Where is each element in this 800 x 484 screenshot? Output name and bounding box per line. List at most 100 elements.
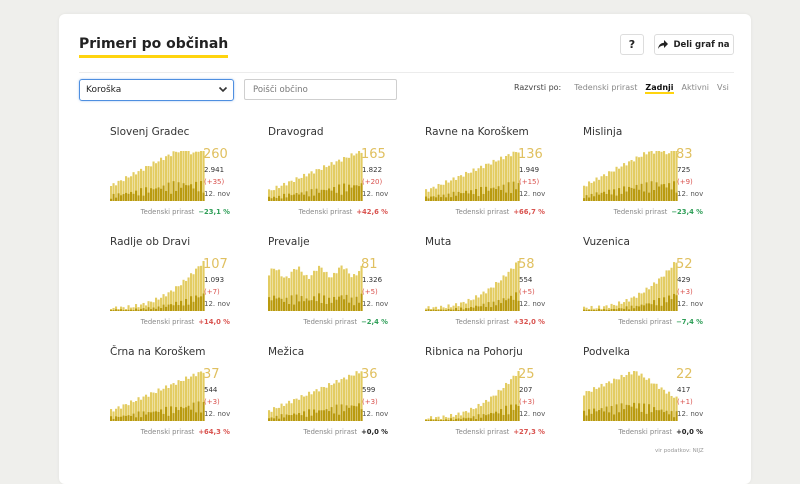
sparkline-new-cases-bar [155, 188, 158, 201]
municipality-tile[interactable]: Črna na Koroškem 37 544 (+3) 12. nov Tedenski… [110, 346, 260, 454]
municipality-tile[interactable]: Vuzenica 52 429 (+3) 12. nov Tedenski prirast… [583, 236, 733, 344]
municipality-tile[interactable]: Slovenj Gradec 260 2.941 (+35) 12. nov Tedens… [110, 126, 260, 234]
sparkline-new-cases-bar [343, 183, 346, 201]
sparkline-new-cases-bar [605, 406, 608, 421]
sparkline-new-cases-bar [333, 413, 336, 421]
sparkline-bar [490, 164, 493, 201]
sparkline-bar [350, 375, 353, 421]
sparkline-new-cases-bar [658, 410, 661, 421]
sparkline-new-cases-bar [490, 412, 493, 421]
sparkline-bar [507, 271, 510, 311]
sparkline-bar [625, 299, 628, 311]
sparkline-bar [192, 373, 195, 421]
sparkline-new-cases-bar [675, 295, 678, 311]
municipality-tile[interactable]: Ravne na Koroškem 136 1.949 (+15) 12. nov Ted… [425, 126, 575, 234]
sort-option-zadnji[interactable]: Zadnji [645, 83, 674, 94]
sparkline-new-cases-bar [150, 309, 153, 311]
municipality-tile[interactable]: Mežica 36 599 (+3) 12. nov Tedenski prirast +0… [268, 346, 418, 454]
sparkline-new-cases-bar [460, 419, 463, 421]
sparkline-bar [655, 283, 658, 311]
sparkline-bar [628, 301, 631, 311]
sparkline-new-cases-bar [665, 410, 668, 421]
sparkline-bar [110, 186, 113, 201]
sparkline-bar [202, 261, 205, 311]
sparkline-new-cases-bar [467, 308, 470, 311]
share-button[interactable]: Deli graf na [654, 34, 734, 55]
search-input[interactable] [244, 79, 397, 100]
region-select[interactable]: Koroška [79, 79, 234, 101]
sparkline-bar [157, 388, 160, 421]
sparkline-bar [305, 395, 308, 421]
municipality-tile[interactable]: Mislinja 83 725 (+9) 12. nov Tedenski prirast… [583, 126, 733, 234]
sparkline-bar [500, 390, 503, 421]
sparkline-new-cases-bar [185, 298, 188, 311]
sparkline-new-cases-bar [195, 181, 198, 201]
municipality-tile[interactable]: Dravograd 165 1.822 (+20) 12. nov Tedenski pr… [268, 126, 418, 234]
weekly-growth-label: Tedenski prirast [455, 208, 510, 216]
municipality-tile[interactable]: Ribnica na Pohorju 25 207 (+3) 12. nov Tedens… [425, 346, 575, 454]
sparkline-bar [673, 262, 676, 311]
sparkline-new-cases-bar [288, 304, 291, 311]
sparkline-bar [115, 185, 118, 201]
sparkline-new-cases-bar [510, 193, 513, 201]
sparkline-bar [165, 296, 168, 311]
sparkline-bar [643, 377, 646, 421]
sparkline-new-cases-bar [490, 307, 493, 311]
sparkline-bar [127, 177, 130, 201]
sparkline-new-cases-bar [172, 181, 175, 201]
sparkline-bar [192, 152, 195, 201]
sparkline-bar [517, 371, 520, 421]
sparkline-new-cases-bar [480, 306, 483, 311]
sort-option-vsi[interactable]: Vsi [717, 83, 729, 92]
sparkline-new-cases-bar [447, 193, 450, 201]
sparkline-new-cases-bar [125, 310, 128, 311]
sparkline-new-cases-bar [435, 310, 438, 311]
sparkline-new-cases-bar [467, 417, 470, 421]
sort-option-aktivni[interactable]: Aktivni [681, 83, 710, 92]
sparkline-new-cases-bar [285, 414, 288, 421]
sparkline-new-cases-bar [653, 300, 656, 311]
municipality-name: Ribnica na Pohorju [425, 346, 523, 358]
sparkline-new-cases-bar [660, 409, 663, 421]
municipality-tile[interactable]: Prevalje 81 1.326 (+5) 12. nov Tedenski prira… [268, 236, 418, 344]
sparkline-new-cases-bar [280, 414, 283, 421]
sparkline-new-cases-bar [325, 190, 328, 201]
sparkline-bar [190, 273, 193, 311]
sparkline-new-cases-bar [660, 184, 663, 201]
help-button[interactable]: ? [620, 34, 644, 55]
municipality-tile[interactable]: Podvelka 22 417 (+1) 12. nov Tedenski prirast… [583, 346, 733, 454]
sparkline-bar [510, 268, 513, 311]
sparkline-new-cases-bar [638, 189, 641, 201]
total-count: 1.949 [519, 166, 540, 174]
sparkline-new-cases-bar [130, 309, 133, 311]
sparkline-bar [650, 383, 653, 421]
daily-delta: (+15) [519, 178, 540, 186]
sparkline-bar [673, 397, 676, 421]
sparkline-bar [288, 278, 291, 311]
sparkline-bar [472, 409, 475, 421]
sparkline-new-cases-bar [457, 191, 460, 201]
sparkline-new-cases-bar [492, 301, 495, 311]
total-count: 417 [677, 386, 691, 394]
weekly-growth-label: Tedenski prirast [303, 318, 358, 326]
sparkline-bar [442, 184, 445, 201]
municipality-tile[interactable]: Muta 58 554 (+5) 12. nov Tedenski prirast +32,… [425, 236, 575, 344]
sort-option-tedenski-prirast[interactable]: Tedenski prirast [574, 83, 638, 92]
sparkline-new-cases-bar [455, 195, 458, 201]
sparkline-bar [315, 270, 318, 311]
sparkline-bar [115, 408, 118, 421]
sparkline-bar [457, 412, 460, 421]
sparkline-bar [353, 375, 356, 421]
sparkline-new-cases-bar [462, 309, 465, 311]
sparkline-bar [182, 151, 185, 201]
sparkline-new-cases-bar [190, 296, 193, 311]
municipality-tile[interactable]: Radlje ob Dravi 107 1.093 (+7) 12. nov Tedens… [110, 236, 260, 344]
sparkline-new-cases-bar [628, 309, 631, 311]
sparkline-new-cases-bar [583, 198, 586, 201]
sparkline-new-cases-bar [487, 414, 490, 421]
sparkline-new-cases-bar [323, 295, 326, 311]
sparkline-bar [273, 190, 276, 201]
sparkline-bar [650, 285, 653, 311]
sparkline-bar [583, 185, 586, 201]
share-button-label: Deli graf na [673, 39, 730, 50]
